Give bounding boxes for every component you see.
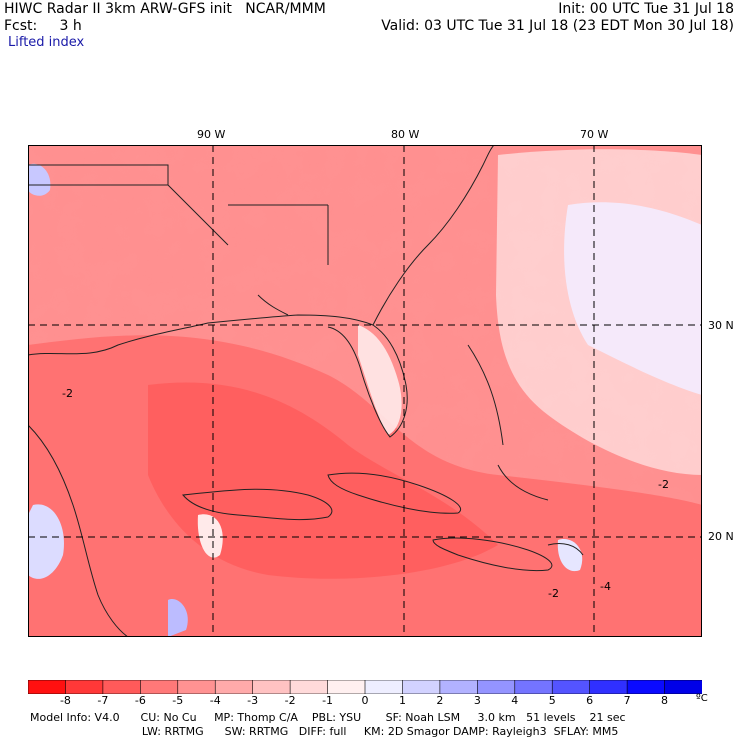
lon-label-80w: 80 W <box>391 128 420 141</box>
colorbar-swatch <box>102 680 142 694</box>
colorbar-tick-label: 0 <box>361 694 369 707</box>
colorbar-swatch <box>65 680 104 694</box>
gulf-core-region <box>148 382 498 579</box>
colorbar-swatch <box>589 680 628 694</box>
colorbar-tick-label: -1 <box>322 694 334 707</box>
colorbar-tick-label: 4 <box>511 694 519 707</box>
field-name: Lifted index <box>8 35 85 50</box>
colorbar-tick-label: 8 <box>661 694 669 707</box>
colorbar-tick-label: 2 <box>436 694 444 707</box>
colorbar-swatch <box>327 680 366 694</box>
colorbar-tick-label: -6 <box>134 694 146 707</box>
model-info-line1: Model Info: V4.0 CU: No Cu MP: Thomp C/A… <box>30 711 626 724</box>
colorbar-swatch <box>289 680 329 694</box>
map-frame <box>28 145 702 637</box>
colorbar-tick-label: -4 <box>209 694 221 707</box>
init-time: Init: 00 UTC Tue 31 Jul 18 <box>558 1 734 17</box>
lat-label-30n: 30 N <box>708 319 734 332</box>
stable-patch <box>197 514 223 558</box>
colorbar-tick-label: -8 <box>59 694 71 707</box>
colorbar-unit: ºC <box>696 693 708 704</box>
forecast-hour: Fcst: 3 h <box>4 18 82 34</box>
very-stable-region <box>564 202 702 395</box>
contour-label: -4 <box>600 580 611 593</box>
colorbar-tick-label: -7 <box>97 694 109 707</box>
stable-patch <box>28 163 51 196</box>
colorbar-swatch <box>664 680 702 694</box>
contour-label: -2 <box>658 478 669 491</box>
valid-time: Valid: 03 UTC Tue 31 Jul 18 (23 EDT Mon … <box>381 18 734 34</box>
colorbar-swatch <box>402 680 441 694</box>
colorbar-swatch <box>214 680 254 694</box>
colorbar-tick-label: -3 <box>247 694 259 707</box>
colorbar-swatch <box>28 680 67 694</box>
colorbar-swatch <box>477 680 516 694</box>
colorbar <box>28 680 702 694</box>
colorbar-swatch <box>514 680 554 694</box>
coastlines <box>28 145 584 637</box>
colorbar-tick-label: 5 <box>548 694 556 707</box>
colorbar-tick-label: 6 <box>586 694 594 707</box>
lifted-index-map: -2 -2 -4 -2 <box>28 145 702 637</box>
stable-patch <box>557 539 583 572</box>
colorbar-tick-label: 1 <box>398 694 406 707</box>
colorbar-swatch <box>626 680 666 694</box>
model-title: HIWC Radar II 3km ARW-GFS init NCAR/MMM <box>4 1 326 17</box>
colorbar-swatch <box>140 680 179 694</box>
lon-label-90w: 90 W <box>197 128 226 141</box>
stable-patch <box>28 504 64 579</box>
lat-lon-grid <box>28 145 702 637</box>
colorbar-tick-label: -5 <box>172 694 184 707</box>
contour-label: -2 <box>548 587 559 600</box>
colorbar-swatch <box>177 680 217 694</box>
contour-label: -2 <box>62 387 73 400</box>
colorbar-tick-label: 3 <box>473 694 481 707</box>
lon-label-70w: 70 W <box>580 128 609 141</box>
colorbar-tick-label: 7 <box>623 694 631 707</box>
stable-patch <box>168 599 188 637</box>
model-info-line2: LW: RRTMG SW: RRTMG DIFF: full KM: 2D Sm… <box>30 725 619 738</box>
florida-stable-area <box>358 325 402 435</box>
colorbar-swatch <box>252 680 291 694</box>
lat-label-20n: 20 N <box>708 530 734 543</box>
colorbar-swatch <box>439 680 479 694</box>
colorbar-tick-label: -2 <box>284 694 296 707</box>
colorbar-swatch <box>364 680 404 694</box>
colorbar-swatch <box>551 680 591 694</box>
